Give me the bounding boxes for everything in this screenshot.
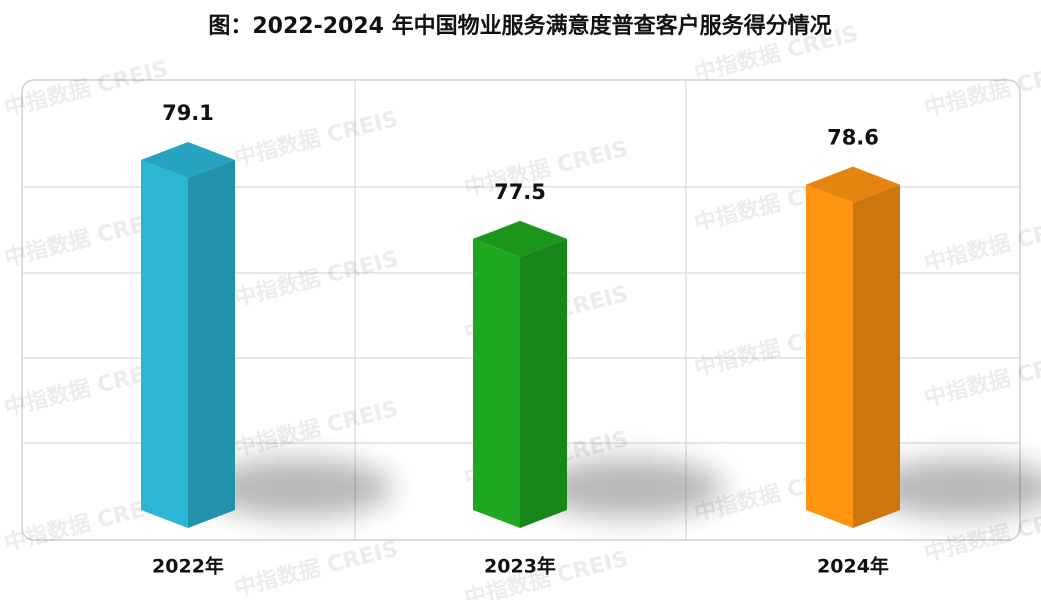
bar-shadow	[868, 458, 1041, 518]
bar-side	[853, 184, 900, 529]
bar-top-shade	[806, 166, 900, 203]
bar-side	[188, 160, 235, 528]
bar-top-shade	[141, 142, 235, 179]
bar-top	[806, 166, 900, 203]
value-label: 78.6	[827, 126, 879, 150]
x-tick-label: 2022年	[152, 555, 224, 578]
bar	[806, 184, 853, 529]
bar	[473, 238, 520, 528]
bar-top-shade	[473, 220, 567, 257]
bar	[141, 160, 188, 528]
bar-shadow	[203, 458, 393, 518]
x-tick-label: 2024年	[817, 555, 889, 578]
bar-side-shade	[853, 184, 900, 529]
chart-title: 图：2022-2024 年中国物业服务满意度普查客户服务得分情况	[208, 13, 831, 39]
bar-side	[520, 238, 567, 528]
bar-side-shade	[520, 238, 567, 528]
bar-side-shade	[188, 160, 235, 528]
bar-top	[141, 142, 235, 179]
value-label: 79.1	[162, 101, 214, 125]
bar-shadow	[535, 458, 725, 518]
value-label: 77.5	[494, 180, 546, 204]
x-tick-label: 2023年	[484, 555, 556, 578]
bar-top	[473, 220, 567, 257]
watermark: 中指数据 CREIS	[232, 536, 401, 600]
bars: 79.1 2022年 77.5 2023年 78.6 2024年	[141, 101, 1041, 578]
